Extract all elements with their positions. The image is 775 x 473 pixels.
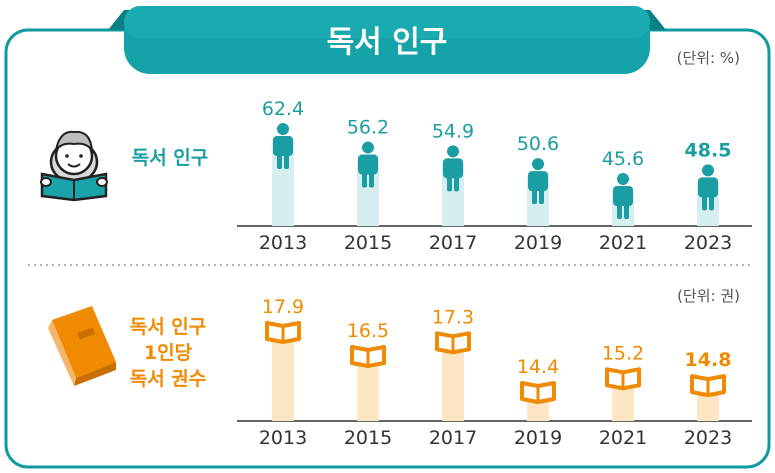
population-value-label-2015: 56.2 (347, 116, 389, 138)
population-value-label-2021: 45.6 (602, 148, 644, 170)
books-bar-2017 (442, 343, 464, 421)
books-tick-label-2017: 2017 (429, 427, 477, 449)
books-value-label-2013: 17.9 (262, 296, 304, 318)
section-label-books-line3: 독서 권수 (130, 368, 207, 390)
unit-note-books: (단위: 권) (677, 287, 740, 305)
books-marker-2015 (350, 345, 386, 368)
books-value-label-2019: 14.4 (517, 356, 559, 378)
books-marks: 17.9 2013 16.5 2015 17.3 2017 14.4 2019 15.2 2021… (259, 296, 732, 449)
books-marker-2023 (690, 374, 726, 398)
population-marker-2015 (358, 141, 378, 188)
books-marker-2019 (520, 381, 556, 404)
books-value-label-2017: 17.3 (432, 306, 474, 328)
population-value-label-2013: 62.4 (262, 98, 304, 120)
population-tick-label-2019: 2019 (514, 232, 562, 254)
population-marker-2023 (698, 164, 718, 211)
page-title: 독서 인구 (327, 25, 448, 60)
population-value-label-2019: 50.6 (517, 133, 559, 155)
population-marker-2021 (613, 173, 633, 219)
population-tick-label-2017: 2017 (429, 232, 477, 254)
population-marks: 62.4 2013 56.2 2015 54.9 2017 50.6 2019 45.6 2021… (259, 98, 732, 254)
section-label-books-line1: 독서 인구 (130, 316, 207, 338)
books-marker-2017 (435, 331, 471, 355)
population-marker-2013 (273, 123, 293, 169)
books-marker-2013 (265, 321, 301, 344)
title-tab: 독서 인구 (108, 6, 666, 74)
closed-book-icon (48, 306, 116, 386)
population-value-label-2017: 54.9 (432, 120, 474, 142)
books-bar-2015 (357, 357, 379, 421)
books-value-label-2021: 15.2 (602, 342, 644, 364)
books-tick-label-2023: 2023 (684, 427, 732, 449)
reader-icon (40, 130, 108, 202)
books-bar-2021 (612, 379, 634, 421)
unit-note-population: (단위: %) (677, 49, 740, 67)
books-tick-label-2015: 2015 (344, 427, 392, 449)
books-bar-2013 (272, 333, 294, 421)
section-label-books-line2: 1인당 (144, 342, 193, 364)
books-tick-label-2019: 2019 (514, 427, 562, 449)
section-label-population: 독서 인구 (132, 147, 209, 169)
books-value-label-2023: 14.8 (685, 349, 732, 371)
population-tick-label-2021: 2021 (599, 232, 647, 254)
population-marker-2019 (528, 158, 548, 205)
books-marker-2021 (605, 367, 641, 391)
population-tick-label-2015: 2015 (344, 232, 392, 254)
population-marker-2017 (443, 145, 463, 192)
books-tick-label-2013: 2013 (259, 427, 307, 449)
population-tick-label-2023: 2023 (684, 232, 732, 254)
population-value-label-2023: 48.5 (685, 139, 732, 161)
population-tick-label-2013: 2013 (259, 232, 307, 254)
books-tick-label-2021: 2021 (599, 427, 647, 449)
books-value-label-2015: 16.5 (347, 320, 389, 342)
